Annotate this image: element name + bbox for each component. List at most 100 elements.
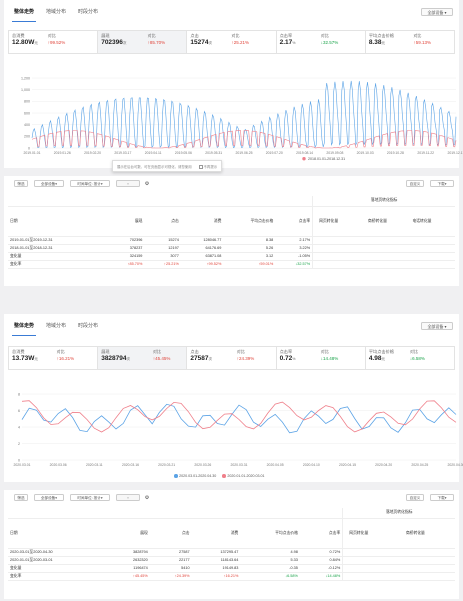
y-tick-label: 2: [18, 442, 20, 446]
hint-checkbox[interactable]: [198, 165, 203, 170]
kpi-unit: 次: [208, 357, 213, 361]
legend-item-current[interactable]: 2020.03.01-2020.04.30: [174, 474, 216, 478]
x-tick-label: 2019.09.08: [326, 151, 343, 155]
kpi-change: ↑99.52%: [47, 40, 66, 45]
col-bridge-conv[interactable]: 商桥转化量: [365, 206, 411, 237]
kpi-ctr[interactable]: 点击率 0.72% 对比 ↓14.48%: [276, 347, 366, 369]
legend-label: 2020.03.01-2020.04.30: [179, 474, 217, 478]
cell: 378237: [108, 244, 145, 253]
device-filter-button[interactable]: 全部设备▾: [34, 180, 64, 187]
x-tick-label: 2019.11.22: [417, 151, 434, 155]
tab-region[interactable]: 地域分布: [46, 9, 67, 15]
tab-region[interactable]: 地域分布: [46, 323, 67, 329]
kpi-change-value: 14.48%: [322, 356, 339, 361]
legend-item-compare[interactable]: 2020.01.01-2020.03.01: [222, 474, 265, 478]
gear-icon[interactable]: ⚙: [144, 494, 150, 501]
col-web-conv[interactable]: 网页转化量: [342, 518, 404, 549]
col-ctr[interactable]: 点击率: [275, 206, 313, 237]
col-avg-cpc[interactable]: 平均点击价格: [223, 206, 276, 237]
cell-change: ↑25.21%: [144, 260, 181, 269]
kpi-impressions[interactable]: 展现 3828794次 对比 ↑45.45%: [98, 347, 188, 369]
col-date[interactable]: 日期: [8, 518, 108, 549]
cell-change-value: 45.45%: [134, 574, 148, 578]
cell: 15274: [144, 236, 181, 245]
cell-change-value: 25.21%: [165, 262, 179, 266]
kpi-avg-cpc[interactable]: 平均点击价格 4.98元 对比 ↓6.58%: [365, 347, 455, 369]
x-tick-label: 2019.04.11: [145, 151, 162, 155]
col-impressions[interactable]: 展现: [108, 206, 145, 237]
col-avg-cpc[interactable]: 平均点击价格: [240, 518, 300, 549]
tab-time-period[interactable]: 时段分布: [78, 9, 99, 15]
time-unit-label: 时间单位: 按计: [77, 496, 101, 500]
col-impressions[interactable]: 展现: [108, 518, 150, 549]
filter-button[interactable]: 筛选: [14, 494, 28, 501]
col-date[interactable]: 日期: [8, 206, 108, 237]
kpi-ctr[interactable]: 点击率 2.17% 对比 ↓32.57%: [276, 31, 366, 53]
cell: 702396: [108, 236, 145, 245]
kpi-avg-cpc[interactable]: 平均点击价格 8.38元 对比 ↑59.13%: [365, 31, 455, 53]
col-ctr[interactable]: 点击率: [299, 518, 343, 549]
panel1-tabs: 整体走势 地域分布 时段分布: [8, 0, 104, 23]
time-unit-button[interactable]: 时间单位: 按计▾: [70, 180, 110, 187]
col-clicks[interactable]: 点击: [149, 518, 192, 549]
gear-icon[interactable]: ⚙: [144, 180, 150, 187]
time-unit-button[interactable]: 时间单位: 按计▾: [70, 494, 110, 501]
device-select[interactable]: 全部设备 ▾: [421, 8, 453, 16]
cell: 2632320: [108, 556, 150, 565]
cell: -0.35: [240, 564, 300, 573]
series-line-compare: [21, 400, 457, 433]
cell-change-value: 6.58%: [287, 574, 298, 578]
kpi-unit: 元: [381, 41, 386, 45]
tab-overall-trend[interactable]: 整体走势: [8, 0, 40, 23]
filter-button[interactable]: 筛选: [14, 180, 28, 187]
kpi-label: 点击: [190, 33, 199, 38]
time-unit-label: 时间单位: 按计: [77, 182, 101, 186]
col-web-conv[interactable]: 网页转化量: [312, 206, 366, 237]
cell-change-value: 59.01%: [260, 262, 274, 266]
col-phone-conv[interactable]: 电话转化量: [410, 206, 455, 237]
col-cost[interactable]: 消费: [180, 206, 224, 237]
kpi-cost[interactable]: 总消费 12.80W元 对比 ↑99.52%: [9, 31, 99, 53]
download-button[interactable]: 下载▾: [430, 180, 454, 187]
customize-button[interactable]: 自定义: [406, 180, 424, 187]
kpi-change: ↓32.57%: [320, 40, 339, 45]
col-cost[interactable]: 消费: [191, 518, 241, 549]
col-clicks[interactable]: 点击: [144, 206, 181, 237]
device-filter-button[interactable]: 全部设备▾: [34, 494, 64, 501]
kpi-compare-label: 对比: [152, 349, 161, 354]
legend-label: 2018.01.01-2018.12.31: [308, 157, 345, 161]
tab-overall-trend[interactable]: 整体走势: [8, 314, 40, 337]
cell-date: 变化率: [8, 572, 108, 581]
x-tick-label: 2020.03.01: [14, 463, 31, 467]
kpi-change-value: 85.70%: [149, 40, 166, 45]
customize-button[interactable]: 自定义: [406, 494, 424, 501]
kpi-impressions[interactable]: 展现 702396次 对比 ↑85.70%: [98, 31, 188, 53]
download-button[interactable]: 下载▾: [430, 494, 454, 501]
cell: 5.26: [223, 244, 276, 253]
x-tick-label: 2020.04.10: [303, 463, 320, 467]
kpi-change: ↑24.39%: [236, 356, 255, 361]
device-select[interactable]: 全部设备 ▾: [421, 322, 453, 330]
legend-dot-blue: [174, 474, 178, 478]
kpi-change: ↑16.21%: [56, 356, 75, 361]
kpi-compare-label: 对比: [56, 349, 65, 354]
segment-button[interactable]: ▾: [116, 180, 140, 187]
x-tick-label: 2020.04.15: [339, 463, 356, 467]
data-table-panel-1: 筛选 全部设备▾ 时间单位: 按计▾ ▾ ⚙ 自定义 下载▾ 落地页转化指标 日…: [4, 176, 459, 286]
cell-change: ↓6.58%: [240, 572, 300, 581]
cell-change-value: 32.57%: [297, 262, 311, 266]
kpi-compare-label: 对比: [236, 349, 245, 354]
table-group-header: 落地页转化指标: [8, 196, 455, 207]
kpi-compare-label: 对比: [409, 349, 418, 354]
kpi-cost[interactable]: 总消费 13.73W元 对比 ↑16.21%: [9, 347, 99, 369]
cell-change: ↑99.52%: [180, 260, 224, 269]
kpi-clicks[interactable]: 点击 27587次 对比 ↑24.39%: [187, 347, 277, 369]
table-header-row: 日期 展现 点击 消费 平均点击价格 点击率 网页转化量 商桥转化量: [8, 518, 455, 549]
kpi-clicks[interactable]: 点击 15274次 对比 ↑25.21%: [187, 31, 277, 53]
col-bridge-conv[interactable]: 商桥转化量: [403, 518, 455, 549]
y-tick-label: 800: [24, 100, 30, 104]
kpi-value: 8.38: [368, 39, 382, 46]
cell-date: 2019-01-01至2019-12-31: [8, 236, 108, 245]
tab-time-period[interactable]: 时段分布: [78, 323, 99, 329]
segment-button[interactable]: ▾: [116, 494, 140, 501]
